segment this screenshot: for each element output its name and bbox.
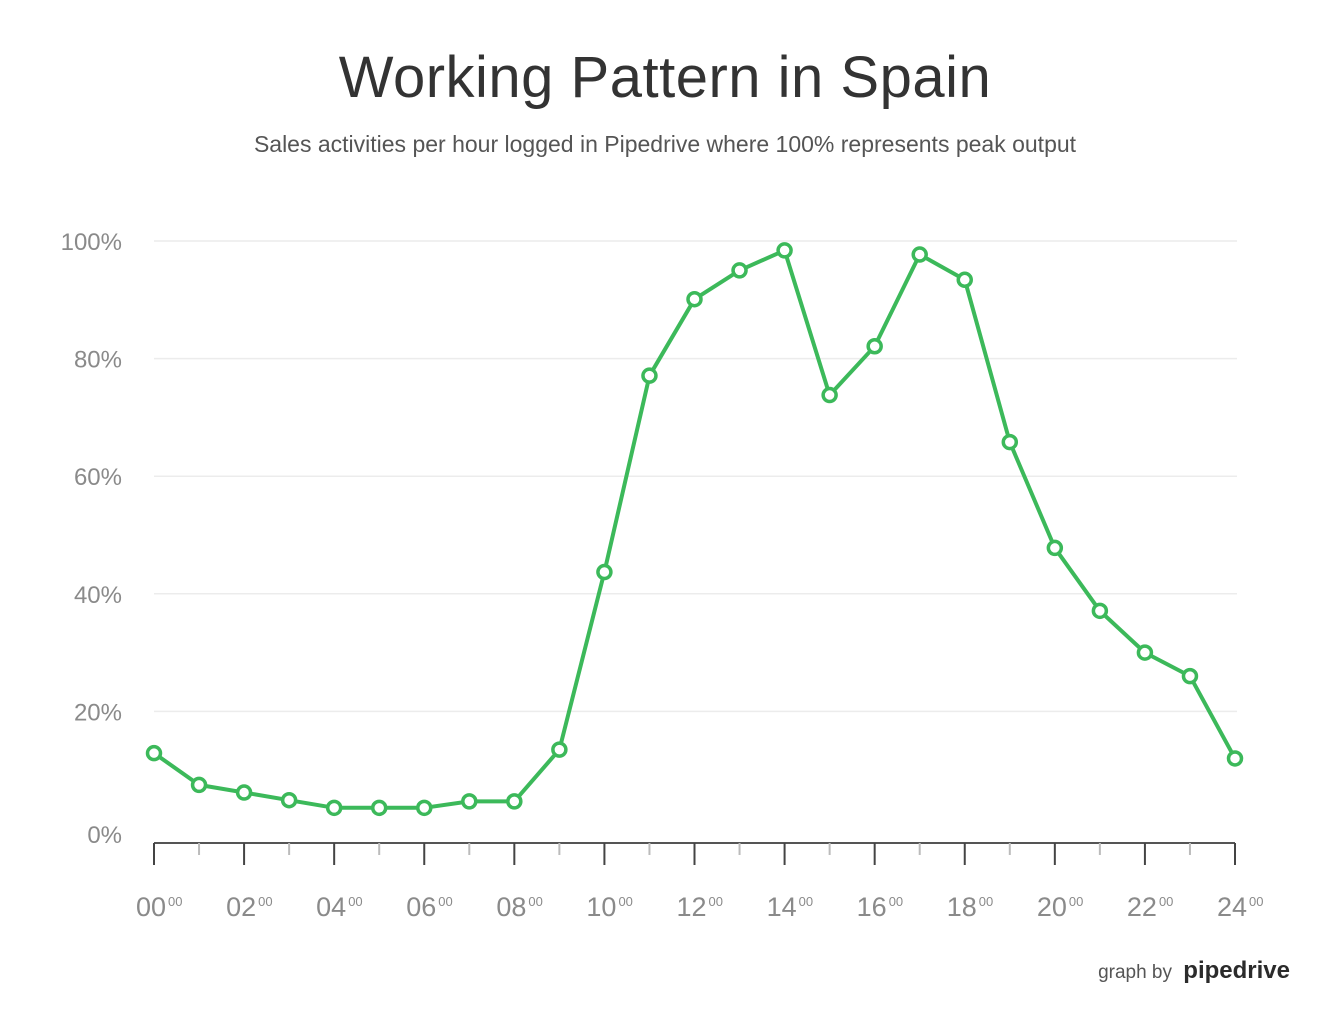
x-tick-label: 18 00	[947, 892, 994, 922]
x-tick-label: 08 00	[496, 892, 543, 922]
x-tick-minutes: 00	[258, 894, 272, 909]
pipedrive-logo: pipedrive	[1183, 957, 1290, 984]
data-point	[461, 793, 478, 810]
x-tick-label: 22 00	[1127, 892, 1174, 922]
y-tick-label: 80%	[74, 347, 122, 374]
x-tick-minutes: 00	[438, 894, 452, 909]
x-tick-label: 16 00	[857, 892, 904, 922]
x-tick-hour: 20	[1037, 892, 1067, 922]
x-tick-label: 12 00	[677, 892, 724, 922]
data-point	[190, 776, 208, 794]
x-tick-label: 14 00	[767, 892, 814, 922]
data-point	[1136, 644, 1154, 661]
x-tick-hour: 24	[1217, 892, 1247, 922]
x-axis-tick-labels: 00 00 02 00 04 00 06 00 08 00 10 00 12 00 14 00 16 00 18 00…	[136, 892, 1264, 922]
data-point	[1001, 433, 1019, 451]
chart-subtitle: Sales activities per hour logged in Pipe…	[253, 131, 1077, 157]
data-point	[596, 563, 613, 581]
x-tick-hour: 04	[316, 892, 346, 922]
x-tick-hour: 08	[496, 892, 526, 922]
data-point	[821, 386, 838, 404]
x-tick-hour: 00	[136, 892, 166, 922]
data-point	[1091, 602, 1109, 620]
x-tick-hour: 16	[857, 892, 887, 922]
x-tick-minutes: 00	[1159, 894, 1173, 909]
y-axis-tick-labels: 0% 20% 40% 60% 80% 100%	[61, 229, 122, 849]
data-point	[956, 271, 973, 289]
gridlines	[154, 240, 1237, 713]
x-tick-label: 10 00	[586, 892, 633, 922]
data-point	[1046, 539, 1064, 557]
data-point	[235, 784, 253, 801]
x-tick-minutes: 00	[1249, 894, 1263, 909]
data-point	[641, 367, 658, 384]
data-point	[1226, 750, 1244, 767]
data-point	[506, 793, 523, 810]
y-tick-label: 100%	[61, 229, 122, 256]
data-points	[145, 242, 1244, 817]
series-line	[152, 248, 1237, 810]
x-tick-label: 00 00	[136, 892, 183, 922]
data-point	[731, 262, 748, 279]
x-tick-minutes: 00	[979, 894, 993, 909]
y-tick-label: 20%	[74, 699, 122, 726]
data-point	[686, 290, 703, 308]
data-point	[551, 741, 568, 758]
x-tick-label: 06 00	[406, 892, 453, 922]
x-tick-hour: 10	[586, 892, 616, 922]
x-tick-minutes: 00	[1069, 894, 1083, 909]
x-tick-label: 04 00	[316, 892, 363, 922]
x-tick-minutes: 00	[709, 894, 723, 909]
data-point	[911, 246, 928, 263]
x-tick-minutes: 00	[889, 894, 903, 909]
x-tick-hour: 14	[767, 892, 797, 922]
x-tick-label: 24 00	[1217, 892, 1264, 922]
credit-prefix: graph by	[1098, 962, 1173, 983]
data-point	[370, 799, 388, 817]
x-tick-hour: 22	[1127, 892, 1157, 922]
x-tick-label: 20 00	[1037, 892, 1084, 922]
x-tick-minutes: 00	[618, 894, 632, 909]
data-point	[776, 242, 793, 259]
data-point	[866, 338, 883, 355]
y-tick-label: 0%	[87, 822, 122, 849]
data-point	[145, 744, 163, 762]
chart-title: Working Pattern in Spain	[338, 45, 992, 110]
x-tick-hour: 02	[226, 892, 256, 922]
data-point	[1181, 667, 1199, 685]
y-tick-label: 60%	[74, 464, 122, 491]
credit: graph by pipedrive	[1098, 957, 1290, 985]
y-tick-label: 40%	[74, 582, 122, 609]
x-tick-hour: 12	[677, 892, 707, 922]
x-tick-minutes: 00	[799, 894, 813, 909]
x-tick-hour: 06	[406, 892, 436, 922]
data-point	[416, 799, 433, 817]
x-tick-minutes: 00	[348, 894, 362, 909]
series-path	[152, 248, 1237, 810]
data-point	[325, 799, 343, 817]
data-point	[280, 791, 298, 809]
x-tick-minutes: 00	[528, 894, 542, 909]
x-tick-minutes: 00	[168, 894, 182, 909]
x-axis	[153, 842, 1236, 865]
x-tick-label: 02 00	[226, 892, 273, 922]
x-tick-hour: 18	[947, 892, 977, 922]
